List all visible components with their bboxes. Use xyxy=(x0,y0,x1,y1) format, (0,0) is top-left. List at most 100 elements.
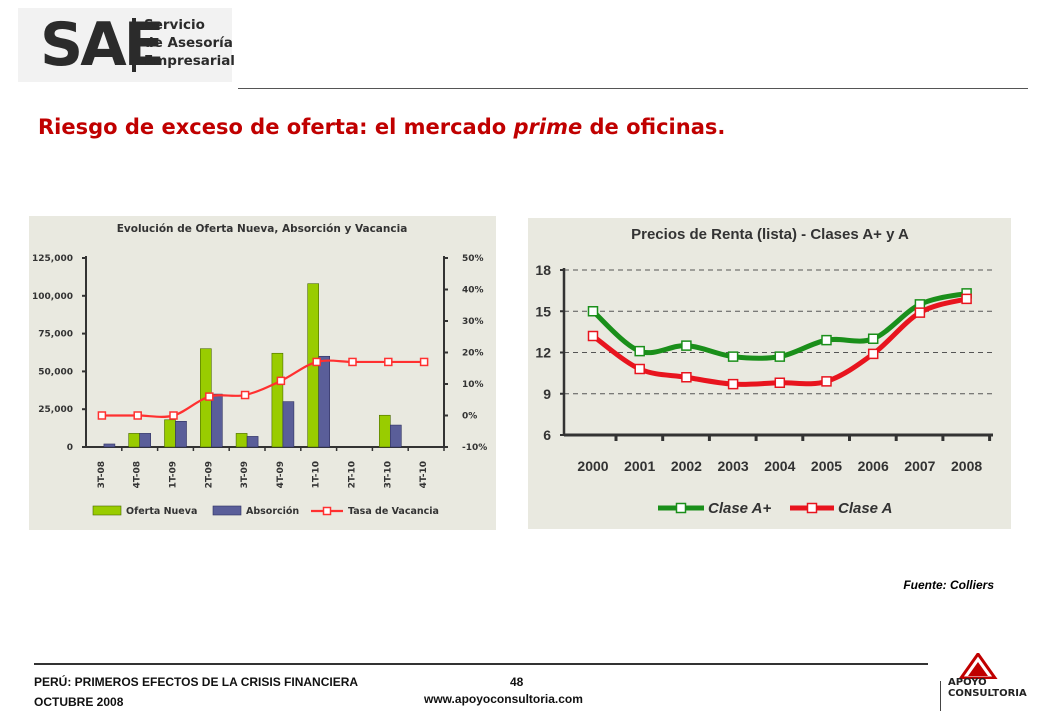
chart1-bar-oferta-nueva xyxy=(378,414,391,448)
chart2-ytick-label: 15 xyxy=(535,303,551,319)
chart1-legend-oferta: Oferta Nueva xyxy=(126,506,197,517)
chart1-ytick-label-right: 10% xyxy=(462,380,484,390)
chart1-legend-absorcion: Absorción xyxy=(246,506,299,517)
chart2-title: Precios de Renta (lista) - Clases A+ y A xyxy=(631,226,909,243)
chart2-point-clase-a xyxy=(681,372,692,383)
chart1-legend-vacancia: Tasa de Vacancia xyxy=(348,506,439,517)
apoyo-word-2: CONSULTORIA xyxy=(948,688,1027,699)
page-number: 48 xyxy=(510,675,524,689)
precios-renta-chart: Precios de Renta (lista) - Clases A+ y A… xyxy=(535,226,993,517)
chart2-xtick-label: 2003 xyxy=(718,458,749,474)
chart1-bar-absorcion xyxy=(282,401,295,448)
chart2-ytick-label: 9 xyxy=(543,386,551,402)
chart1-ytick-label-right: 20% xyxy=(462,349,484,359)
chart1-ytick-label-left: 100,000 xyxy=(32,292,73,302)
chart1-bar-absorcion xyxy=(246,436,259,448)
chart1-point-tasa-vacancia xyxy=(312,357,321,367)
chart1-xtick-label: 2T-09 xyxy=(204,461,214,488)
chart2-xtick-label: 2002 xyxy=(671,458,702,474)
chart1-bar-oferta-nueva xyxy=(164,419,176,448)
footer-url[interactable]: www.apoyoconsultoria.com xyxy=(424,692,583,706)
chart2-point-clase-a-plus xyxy=(774,351,786,362)
chart1-bar-absorcion xyxy=(175,420,187,448)
logo-sae-text: SAE xyxy=(40,10,165,80)
chart1-point-tasa-vacancia xyxy=(384,357,393,367)
oferta-absorcion-chart: Evolución de Oferta Nueva, Absorción y V… xyxy=(32,223,487,517)
logo-line-3: Empresarial xyxy=(144,53,235,69)
chart2-point-clase-a xyxy=(961,293,972,305)
chart2-xtick-label: 2008 xyxy=(951,458,982,474)
chart2-xtick-label: 2004 xyxy=(764,458,795,474)
chart2-xtick-label: 2006 xyxy=(858,458,889,474)
chart2-point-clase-a-plus xyxy=(727,351,739,362)
chart2-legend-marker-clase-a-plus xyxy=(675,502,687,514)
title-text-italic: prime xyxy=(513,115,583,139)
chart1-legend-swatch-oferta xyxy=(92,505,122,516)
chart1-xtick-label: 1T-09 xyxy=(169,461,179,488)
apoyo-logo-divider xyxy=(940,681,941,711)
chart2-legend-clase-a: Clase A xyxy=(838,500,892,517)
chart1-legend-swatch-absorcion xyxy=(212,505,242,516)
chart1-point-tasa-vacancia xyxy=(276,376,286,386)
chart1-xtick-label: 4T-09 xyxy=(276,461,286,488)
chart1-legend-marker-vacancia xyxy=(322,506,332,516)
apoyo-logo-icon xyxy=(958,653,998,679)
title-text-2: de oficinas. xyxy=(582,115,726,139)
chart1-xtick-label: 3T-08 xyxy=(97,461,107,488)
chart2-point-clase-a xyxy=(634,363,645,375)
chart1-bar-absorcion xyxy=(389,424,402,448)
chart1-ytick-label-right: 50% xyxy=(462,254,484,264)
chart1-xtick-label: 1T-10 xyxy=(312,461,322,488)
chart1-ytick-label-left: 25,000 xyxy=(38,405,73,415)
chart2-xtick-label: 2007 xyxy=(904,458,935,474)
chart2-point-clase-a xyxy=(867,348,879,360)
chart2-ytick-label: 6 xyxy=(543,427,551,443)
chart1-xtick-label: 3T-09 xyxy=(240,461,250,488)
chart1-ytick-label-right: -10% xyxy=(462,443,487,453)
chart1-xtick-label: 3T-10 xyxy=(383,461,393,488)
logo-line-2: de Asesoría xyxy=(144,35,233,51)
chart1-bar-absorcion xyxy=(318,355,331,448)
chart1-ytick-label-left: 50,000 xyxy=(38,367,73,377)
chart1-xtick-label: 4T-08 xyxy=(133,461,143,488)
chart2-point-clase-a-plus xyxy=(867,333,879,344)
logo-line-1: Servicio xyxy=(144,17,205,33)
chart2-point-clase-a xyxy=(774,377,786,388)
chart2-xtick-label: 2005 xyxy=(811,458,842,474)
chart1-ytick-label-left: 0 xyxy=(67,443,73,453)
chart2-legend-clase-a-plus: Clase A+ xyxy=(708,500,771,517)
sae-logo: SAE Servicio de Asesoría Empresarial xyxy=(18,8,235,82)
chart1-bar-absorcion xyxy=(139,433,151,448)
title-text-1: Riesgo de exceso de oferta: el mercado xyxy=(38,115,514,139)
logo-divider xyxy=(132,18,136,72)
header-rule xyxy=(238,88,1028,89)
chart1-ytick-label-right: 40% xyxy=(462,286,484,296)
chart1-ytick-label-left: 75,000 xyxy=(38,330,73,340)
chart1-ytick-label-right: 30% xyxy=(462,317,484,327)
chart1-bar-oferta-nueva xyxy=(128,433,140,448)
chart2-legend-marker-clase-a xyxy=(806,502,818,514)
chart2-point-clase-a-plus xyxy=(821,334,832,346)
apoyo-logo-text: APOYO CONSULTORIA xyxy=(948,677,1027,699)
chart1-line-tasa-vacancia xyxy=(101,359,425,418)
chart2-xtick-label: 2000 xyxy=(577,458,608,474)
chart1-point-tasa-vacancia xyxy=(205,392,214,401)
chart1-bar-oferta-nueva xyxy=(235,433,248,448)
footer-date: OCTUBRE 2008 xyxy=(34,695,124,709)
precios-renta-chart-panel: Precios de Renta (lista) - Clases A+ y A… xyxy=(528,218,1011,529)
chart1-bar-absorcion xyxy=(211,393,223,448)
footer-title: PERÚ: PRIMEROS EFECTOS DE LA CRISIS FINA… xyxy=(34,675,359,689)
source-note: Fuente: Colliers xyxy=(903,578,994,592)
chart1-point-tasa-vacancia xyxy=(97,411,107,420)
chart2-point-clase-a xyxy=(914,307,926,318)
chart1-point-tasa-vacancia xyxy=(348,357,357,367)
chart1-bar-oferta-nueva xyxy=(271,352,284,448)
chart1-xtick-label: 2T-10 xyxy=(348,461,358,488)
chart2-line-clase-a-plus xyxy=(591,290,968,361)
chart2-point-clase-a xyxy=(821,376,832,387)
logo-subtitle: Servicio de Asesoría Empresarial xyxy=(144,16,235,70)
chart2-point-clase-a-plus xyxy=(634,345,645,357)
chart1-point-tasa-vacancia xyxy=(133,411,142,420)
chart2-point-clase-a-plus xyxy=(681,340,692,351)
footer-rule xyxy=(34,663,928,665)
